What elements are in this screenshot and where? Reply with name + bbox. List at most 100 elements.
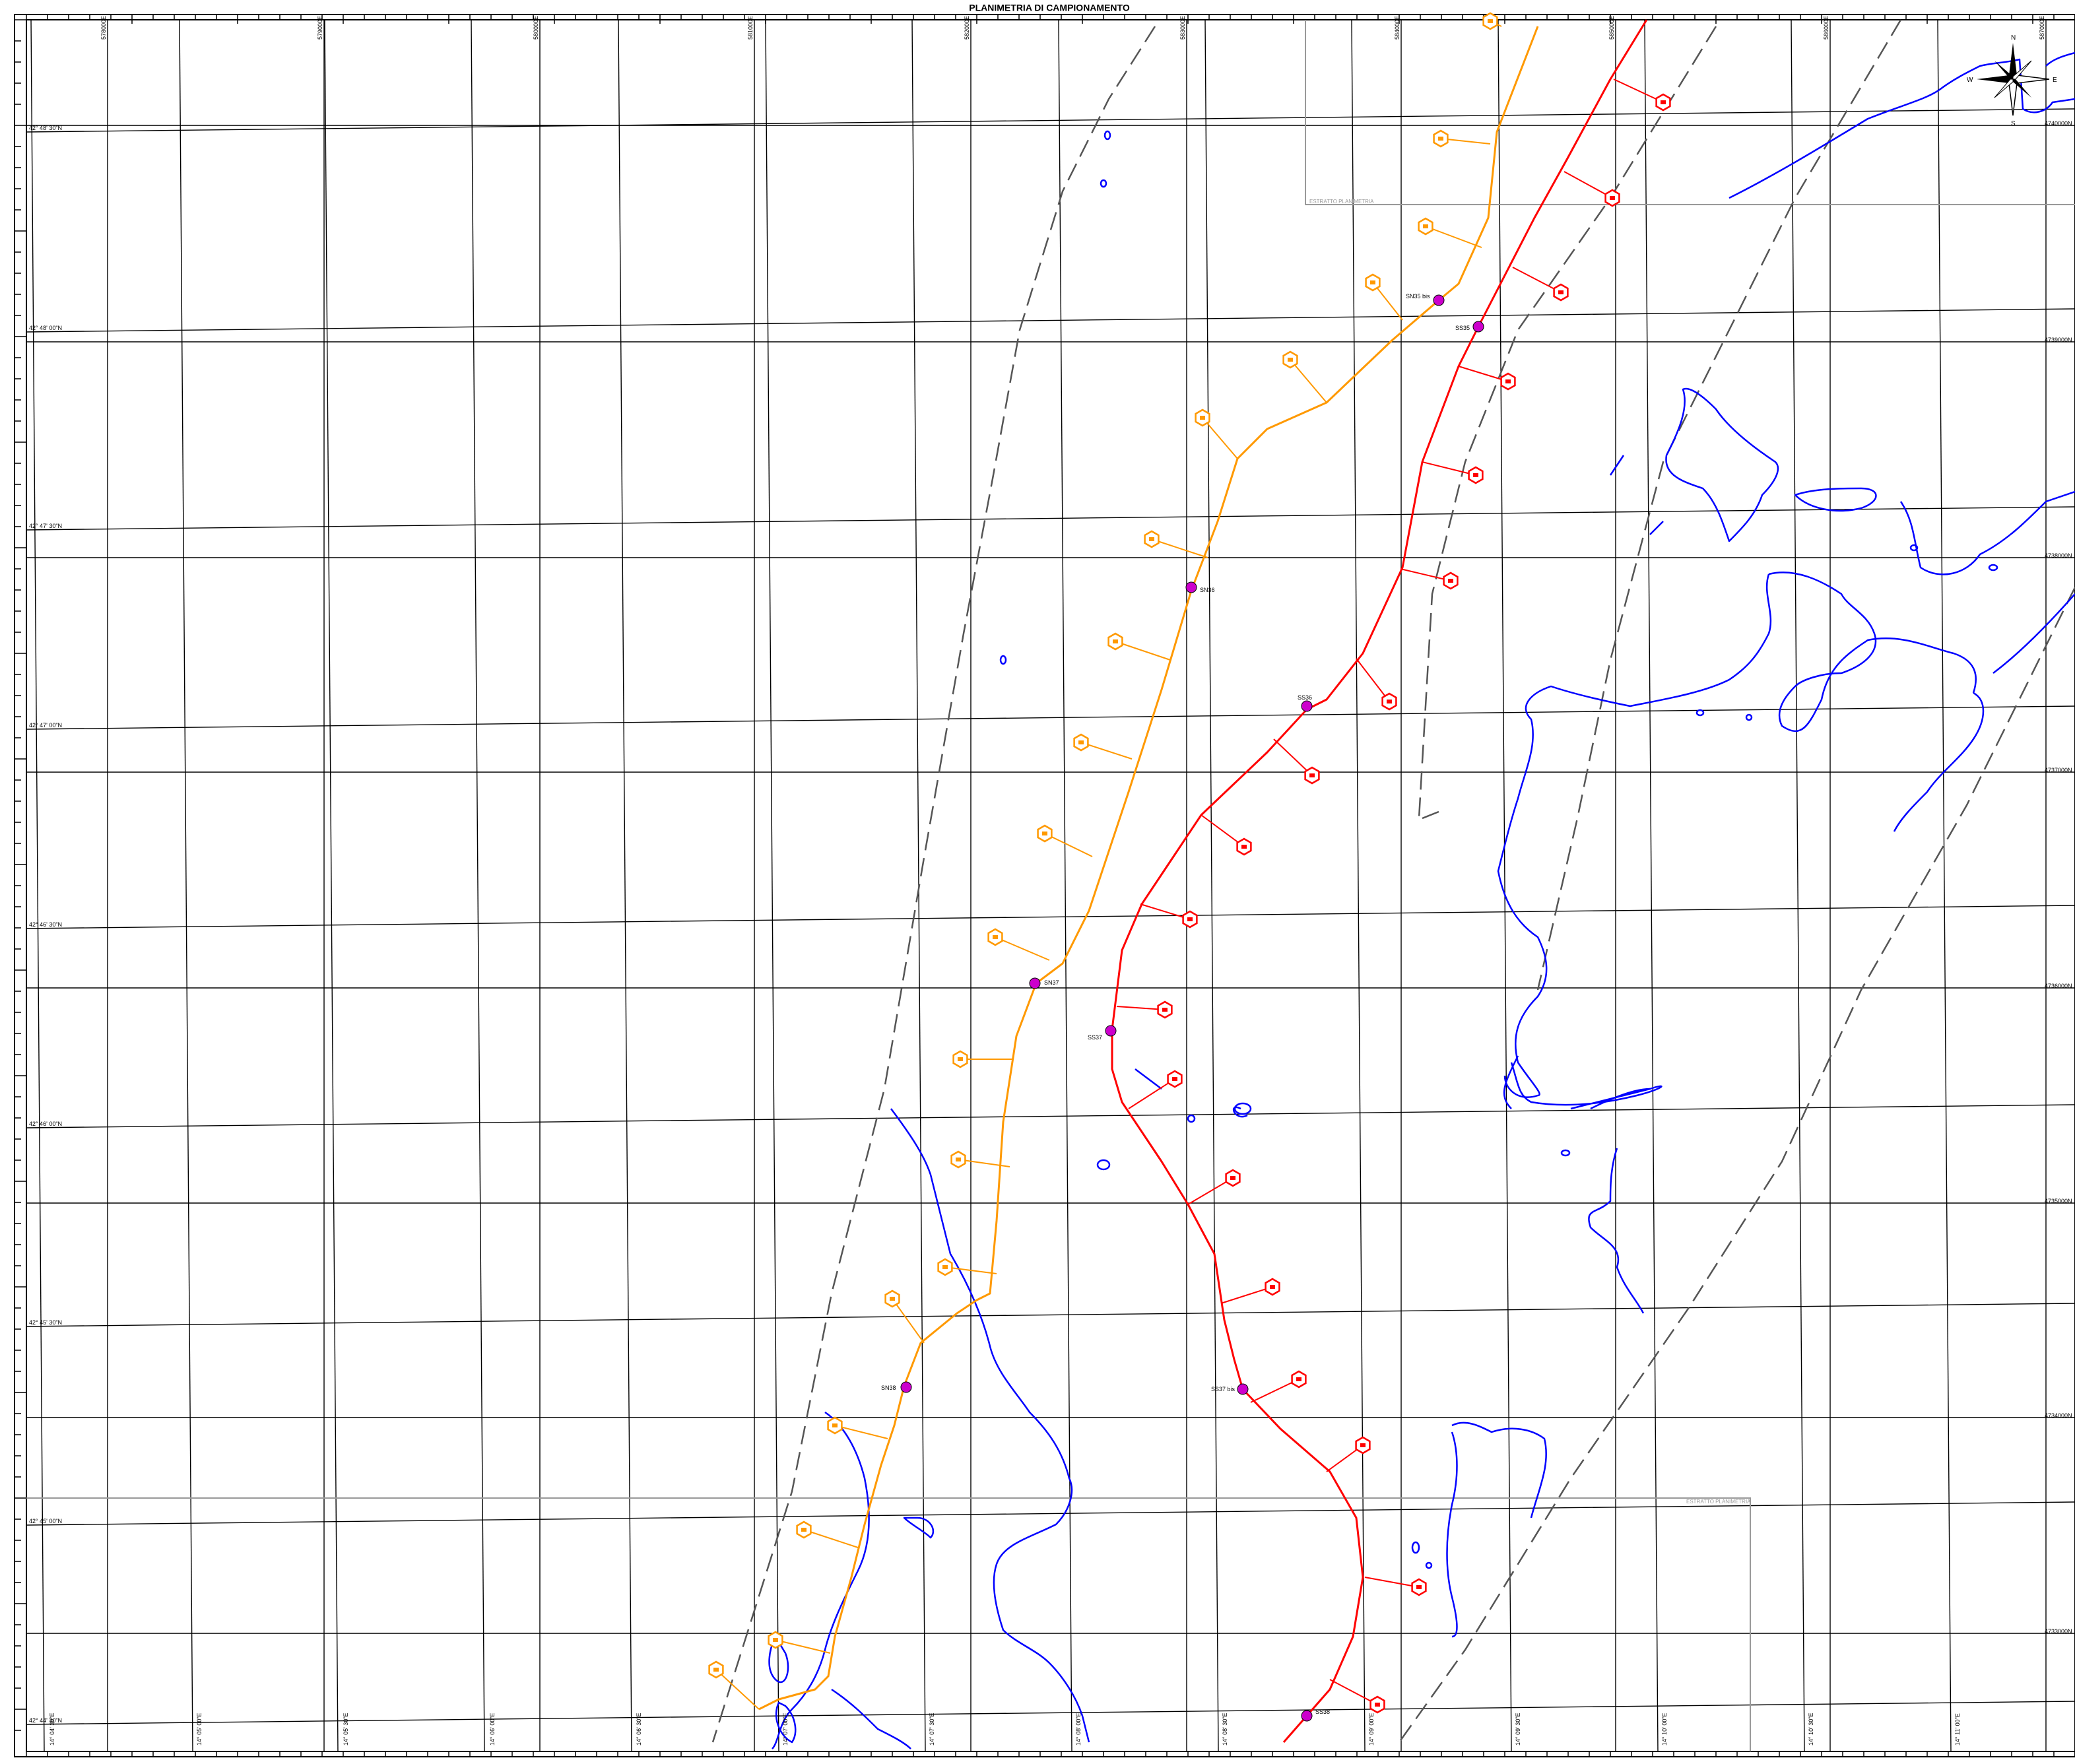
orange-branch xyxy=(1115,641,1171,661)
meridian-line xyxy=(1937,19,1952,1752)
red-sample-marker-glyph xyxy=(1505,379,1511,383)
station-sn37: SN37 xyxy=(1029,977,1059,989)
red-branch xyxy=(1400,568,1451,581)
red-sampling-line xyxy=(1111,19,1664,1743)
red-branch xyxy=(1220,1286,1273,1304)
red-branch xyxy=(1356,658,1390,702)
orange-sample-marker-glyph xyxy=(956,1158,961,1161)
orange-branch xyxy=(892,1298,925,1344)
svg-text:SN37: SN37 xyxy=(1044,979,1059,986)
svg-text:580000E: 580000E xyxy=(533,16,539,40)
meridian-line xyxy=(1204,19,1219,1752)
red-sample-marker-glyph xyxy=(1270,1285,1275,1289)
svg-text:578000E: 578000E xyxy=(100,16,107,40)
longitude-label: 14° 07' 00"E xyxy=(782,1713,789,1746)
svg-text:586000E: 586000E xyxy=(1823,16,1829,40)
coastline xyxy=(768,51,2075,1749)
orange-sample-marker-glyph xyxy=(890,1297,895,1301)
compass-rose: N S W E xyxy=(1967,34,2057,127)
meridian-line xyxy=(1351,19,1366,1752)
svg-text:582000E: 582000E xyxy=(964,16,970,40)
longitude-label: 14° 07' 30"E xyxy=(929,1713,935,1746)
orange-sample-marker-glyph xyxy=(958,1057,963,1061)
orange-sample-marker-glyph xyxy=(1113,639,1118,643)
inset-frames xyxy=(26,20,2075,1751)
red-branch xyxy=(1564,171,1613,199)
orange-sample-marker-glyph xyxy=(1438,137,1443,141)
svg-text:SN36: SN36 xyxy=(1200,587,1215,593)
svg-text:42° 44' 30"N: 42° 44' 30"N xyxy=(29,1717,62,1724)
orange-branch xyxy=(834,1425,888,1439)
compass-s: S xyxy=(2011,120,2016,127)
orange-branch xyxy=(775,1639,831,1654)
svg-text:4738000N: 4738000N xyxy=(2045,552,2072,559)
svg-text:587000E: 587000E xyxy=(2039,16,2045,40)
meridian-line xyxy=(1644,19,1659,1752)
orange-branch xyxy=(1080,742,1133,760)
longitude-label: 14° 06' 30"E xyxy=(636,1713,642,1746)
orange-sample-marker-glyph xyxy=(1423,224,1428,228)
svg-text:4734000N: 4734000N xyxy=(2045,1412,2072,1419)
meridian-line xyxy=(179,19,193,1752)
orange-sample-markers xyxy=(708,12,1498,1679)
svg-text:4737000N: 4737000N xyxy=(2045,767,2072,773)
orange-branch xyxy=(1151,539,1208,558)
orange-branch xyxy=(1044,833,1093,857)
svg-text:42° 45' 00"N: 42° 45' 00"N xyxy=(29,1518,62,1524)
station-ss37: SS37 xyxy=(1088,1025,1117,1041)
meridian-line xyxy=(471,19,485,1752)
compass-e: E xyxy=(2053,77,2057,84)
longitude-label: 14° 11' 00"E xyxy=(1954,1713,1961,1746)
compass-w: W xyxy=(1967,77,1973,84)
svg-text:SN38: SN38 xyxy=(881,1385,896,1391)
longitude-label: 14° 09' 30"E xyxy=(1515,1713,1521,1746)
red-branch xyxy=(1512,267,1562,293)
orange-sample-marker-glyph xyxy=(832,1423,838,1427)
red-sample-marker-glyph xyxy=(1661,100,1666,104)
svg-text:42° 45' 30"N: 42° 45' 30"N xyxy=(29,1319,62,1326)
red-branch xyxy=(1250,1379,1300,1403)
svg-text:585000E: 585000E xyxy=(1608,16,1615,40)
red-sample-marker-glyph xyxy=(1416,1585,1422,1589)
parallel-line xyxy=(26,905,2075,929)
red-branch xyxy=(1116,1006,1166,1010)
latitude-labels: 42° 48' 30"N 42° 48' 00"N 42° 47' 30"N 4… xyxy=(29,125,62,1724)
orange-sample-marker-glyph xyxy=(1078,740,1084,744)
longitude-label: 14° 08' 00"E xyxy=(1075,1713,1082,1746)
svg-text:4733000N: 4733000N xyxy=(2045,1628,2072,1635)
meridian-line xyxy=(30,19,45,1752)
orange-sample-marker-glyph xyxy=(773,1638,778,1642)
red-sample-markers xyxy=(1157,93,1671,1714)
red-sample-marker-glyph xyxy=(1296,1377,1301,1381)
parallel-line xyxy=(26,108,2075,133)
svg-text:SS35: SS35 xyxy=(1455,325,1470,331)
red-sample-marker-glyph xyxy=(1473,473,1478,477)
red-branch xyxy=(1422,461,1476,476)
red-branch xyxy=(1128,1078,1175,1109)
svg-text:4740000N: 4740000N xyxy=(2045,120,2072,127)
svg-text:581000E: 581000E xyxy=(747,16,754,40)
orange-branch xyxy=(715,1669,760,1710)
orange-sample-marker-glyph xyxy=(993,935,998,939)
orange-sample-marker-glyph xyxy=(1042,832,1047,835)
red-branch xyxy=(1613,79,1664,103)
red-sample-marker-glyph xyxy=(1162,1008,1168,1012)
northing-labels: 4740000N 4739000N 4738000N 4737000N 4736… xyxy=(2045,120,2072,1635)
orange-sample-marker-glyph xyxy=(1488,19,1493,23)
meridian-line xyxy=(1058,19,1072,1752)
orange-sample-marker-glyph xyxy=(942,1265,948,1269)
graticule-lines xyxy=(26,19,2075,1752)
svg-text:SS37: SS37 xyxy=(1088,1034,1102,1041)
svg-text:SS38: SS38 xyxy=(1315,1709,1330,1715)
longitude-label: 14° 05' 30"E xyxy=(343,1713,349,1746)
orange-branch xyxy=(1425,226,1482,248)
longitude-label: 14° 06' 00"E xyxy=(489,1713,496,1746)
parallel-line xyxy=(26,308,2075,333)
red-sample-marker-glyph xyxy=(1187,917,1193,921)
meridian-line xyxy=(618,19,632,1752)
svg-text:42° 46' 30"N: 42° 46' 30"N xyxy=(29,921,62,928)
longitude-label: 14° 09' 00"E xyxy=(1368,1713,1375,1746)
orange-branch xyxy=(995,936,1050,961)
svg-text:42° 48' 00"N: 42° 48' 00"N xyxy=(29,325,62,331)
